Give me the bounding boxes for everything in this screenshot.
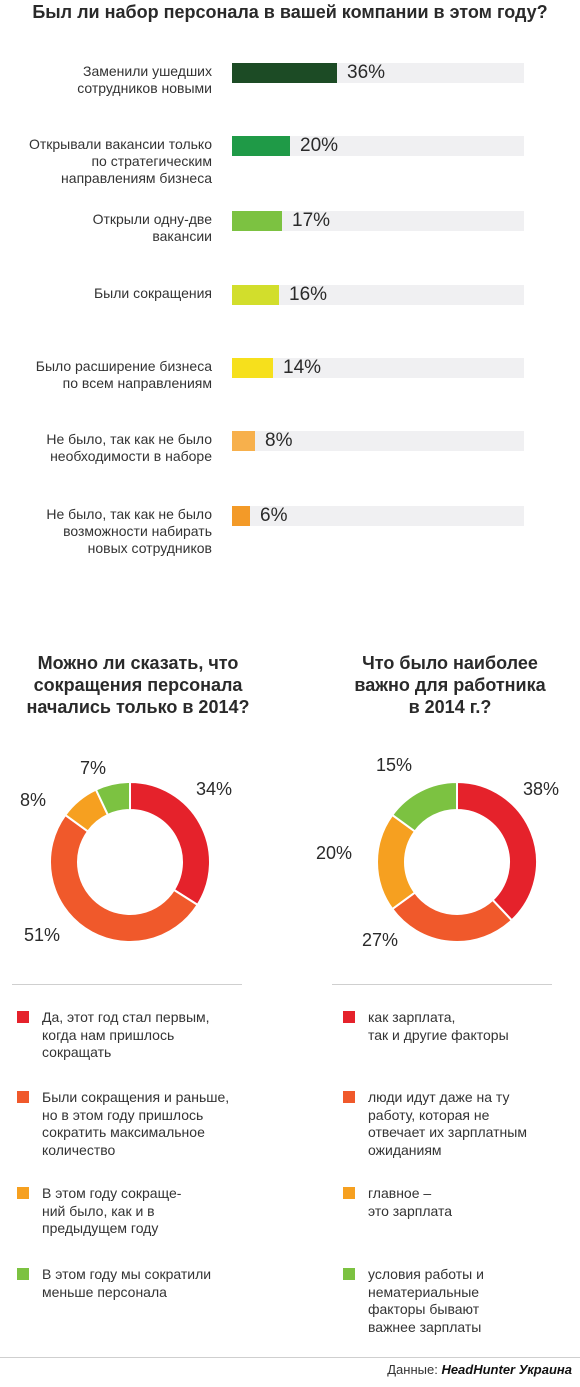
bar-value-label: 36% (347, 62, 386, 83)
legend-swatch (343, 1268, 355, 1280)
donut-chart-2 (376, 780, 538, 943)
donut-slice (390, 891, 514, 943)
donut-slice (456, 780, 538, 922)
divider-right (332, 984, 552, 985)
legend-swatch (343, 1091, 355, 1103)
bar (232, 211, 282, 231)
bar (232, 358, 273, 378)
bar-track (232, 506, 524, 526)
bar-track (232, 431, 524, 451)
donut-percent-label: 27% (362, 930, 399, 950)
bar (232, 136, 290, 156)
bar-track (232, 136, 524, 156)
bar-label: Не было, так как не было возможности наби… (46, 506, 212, 556)
bar-value-label: 6% (260, 505, 288, 526)
legend-label: главное – это зарплата (368, 1185, 453, 1219)
legend-swatch (343, 1011, 355, 1023)
donut-percent-label: 51% (24, 925, 61, 945)
donut-percent-label: 38% (523, 779, 560, 799)
donut-chart-1 (49, 780, 211, 944)
bar (232, 506, 250, 526)
bar-label: Заменили ушедших сотрудников новыми (77, 63, 212, 96)
source-brand: HeadHunter Украина (441, 1362, 572, 1377)
donut-percent-label: 34% (196, 779, 233, 799)
bar (232, 285, 279, 305)
donut-slice (94, 780, 131, 817)
divider-left (12, 984, 242, 985)
donut-percent-label: 20% (316, 843, 353, 863)
legend-label: В этом году сокраще-ний было, как и в пре… (42, 1185, 182, 1236)
bar-track (232, 358, 524, 378)
bar-label: Открывали вакансии только по стратегическ… (28, 136, 212, 186)
source-note: Данные: HeadHunter Украина (387, 1362, 572, 1377)
donut-percent-label: 8% (20, 790, 47, 810)
legend-label: Да, этот год стал первым, когда нам пришл… (42, 1009, 210, 1060)
legend-swatch (343, 1187, 355, 1199)
divider-bottom (0, 1357, 580, 1358)
source-prefix: Данные: (387, 1362, 438, 1377)
donut-slice (129, 780, 211, 907)
legend-label: В этом году мы сократили меньше персонала (42, 1266, 212, 1300)
legend-swatch (17, 1091, 29, 1103)
bar-value-label: 14% (283, 357, 322, 378)
bar-label: Были сокращения (93, 285, 212, 301)
legend-swatch (17, 1187, 29, 1199)
legend-label: Были сокращения и раньше, но в этом году … (42, 1089, 230, 1158)
donut-title-1: Можно ли сказать, что сокращения персонал… (26, 653, 250, 717)
donut-slice (390, 780, 458, 833)
legend-swatch (17, 1011, 29, 1023)
bar-track (232, 285, 524, 305)
bar-label: Не было, так как не было необходимости в … (46, 431, 212, 464)
bar (232, 431, 255, 451)
donut-percent-label: 15% (376, 755, 413, 775)
bar (232, 63, 337, 83)
bar-value-label: 16% (289, 284, 328, 305)
bar-value-label: 20% (300, 135, 339, 156)
donut-title-2: Что было наиболее важно для работника в 20… (354, 653, 546, 717)
legend-label: условия работы и нематериальные факторы бы… (368, 1266, 484, 1335)
legend-swatch (17, 1268, 29, 1280)
legend-label: люди идут даже на ту работу, которая не от… (368, 1089, 527, 1158)
legend-label: как зарплата, так и другие факторы (368, 1009, 509, 1043)
donut-slice (376, 813, 417, 911)
bar-value-label: 8% (265, 430, 293, 451)
donut-percent-label: 7% (80, 758, 107, 778)
bar-label: Было расширение бизнеса по всем направлен… (35, 358, 212, 391)
chart-title: Был ли набор персонала в вашей компании … (32, 2, 548, 22)
donut-slice (49, 813, 199, 944)
bar-value-label: 17% (292, 210, 331, 231)
bar-track (232, 211, 524, 231)
bar-label: Открыли одну-две вакансии (92, 211, 212, 244)
